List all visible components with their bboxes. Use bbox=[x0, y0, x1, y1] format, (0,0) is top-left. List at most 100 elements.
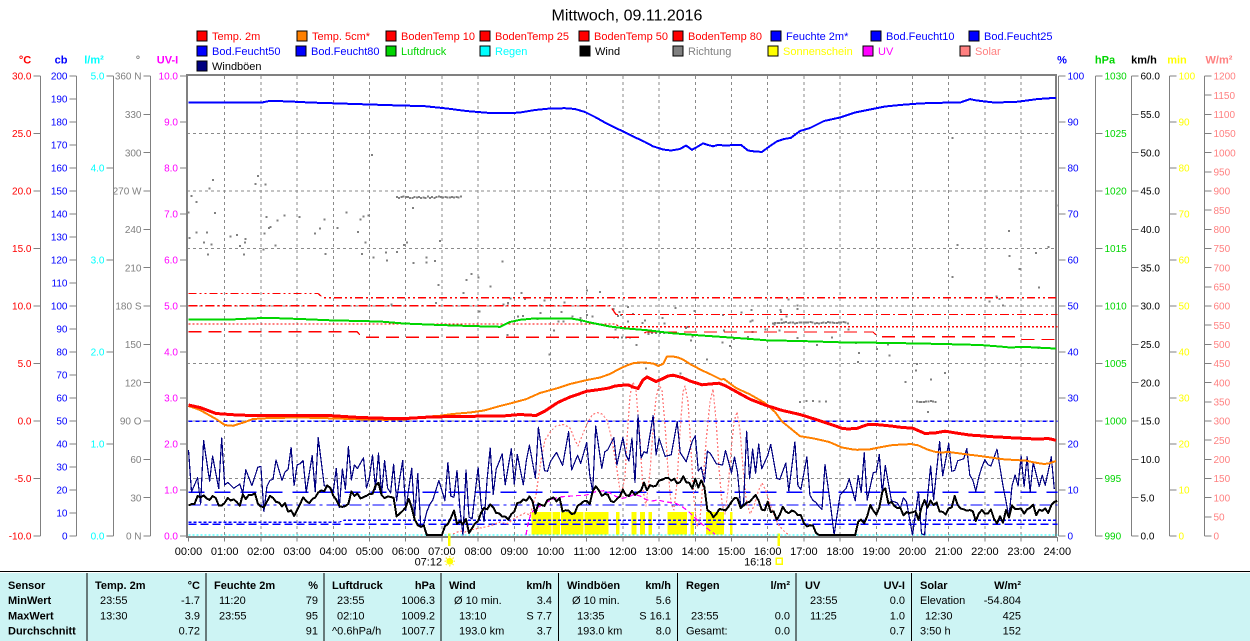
svg-text:100: 100 bbox=[1068, 72, 1085, 83]
svg-text:4.0: 4.0 bbox=[91, 164, 105, 175]
svg-text:cb: cb bbox=[55, 55, 68, 67]
svg-text:70: 70 bbox=[1068, 210, 1080, 221]
svg-text:20.0: 20.0 bbox=[12, 187, 32, 198]
svg-text:50: 50 bbox=[56, 417, 68, 428]
svg-text:l/m²: l/m² bbox=[84, 55, 104, 67]
svg-text:S 16.1: S 16.1 bbox=[639, 610, 671, 622]
svg-text:23:55: 23:55 bbox=[100, 595, 128, 607]
svg-text:00:00: 00:00 bbox=[175, 546, 203, 558]
svg-text:100: 100 bbox=[1214, 493, 1231, 504]
svg-text:°: ° bbox=[136, 55, 140, 67]
svg-text:16:18: 16:18 bbox=[744, 557, 772, 569]
svg-text:30: 30 bbox=[130, 493, 142, 504]
svg-text:Mittwoch, 09.11.2016: Mittwoch, 09.11.2016 bbox=[552, 8, 703, 25]
svg-text:50: 50 bbox=[1068, 302, 1080, 313]
svg-text:0.7: 0.7 bbox=[890, 625, 905, 637]
svg-text:400: 400 bbox=[1214, 378, 1231, 389]
svg-text:300: 300 bbox=[125, 148, 142, 159]
svg-text:°C: °C bbox=[19, 55, 31, 67]
svg-text:07:12: 07:12 bbox=[415, 557, 443, 569]
svg-text:60: 60 bbox=[1179, 256, 1191, 267]
svg-text:60: 60 bbox=[56, 394, 68, 405]
svg-text:0.0: 0.0 bbox=[890, 595, 905, 607]
svg-text:l/m²: l/m² bbox=[770, 580, 790, 592]
svg-text:30: 30 bbox=[1179, 394, 1191, 405]
svg-text:km/h: km/h bbox=[526, 580, 552, 592]
svg-text:1.0: 1.0 bbox=[91, 440, 105, 451]
svg-text:193.0 km: 193.0 km bbox=[459, 625, 504, 637]
svg-text:MaxWert: MaxWert bbox=[8, 610, 54, 622]
svg-text:Feuchte 2m: Feuchte 2m bbox=[214, 580, 275, 592]
svg-text:3:50 h: 3:50 h bbox=[920, 625, 951, 637]
svg-text:100: 100 bbox=[1179, 72, 1196, 83]
svg-text:152: 152 bbox=[1003, 625, 1021, 637]
svg-text:79: 79 bbox=[306, 595, 318, 607]
svg-text:05:00: 05:00 bbox=[356, 546, 384, 558]
svg-text:150: 150 bbox=[125, 340, 142, 351]
svg-text:Sensor: Sensor bbox=[8, 580, 46, 592]
svg-text:Durchschnitt: Durchschnitt bbox=[8, 625, 76, 637]
svg-text:210: 210 bbox=[125, 263, 142, 274]
svg-text:90 O: 90 O bbox=[120, 417, 142, 428]
svg-text:35.0: 35.0 bbox=[1141, 263, 1161, 274]
svg-text:200: 200 bbox=[1214, 455, 1231, 466]
svg-text:40: 40 bbox=[1068, 348, 1080, 359]
svg-text:Bod.Feucht50: Bod.Feucht50 bbox=[212, 46, 281, 58]
svg-text:3.4: 3.4 bbox=[537, 595, 552, 607]
svg-text:50.0: 50.0 bbox=[1141, 148, 1161, 159]
svg-text:Bod.Feucht80: Bod.Feucht80 bbox=[311, 46, 380, 58]
svg-text:Wind: Wind bbox=[595, 46, 620, 58]
svg-text:UV: UV bbox=[878, 46, 894, 58]
svg-text:1000: 1000 bbox=[1214, 148, 1237, 159]
svg-text:08:00: 08:00 bbox=[464, 546, 492, 558]
svg-text:0.0: 0.0 bbox=[1141, 532, 1155, 543]
svg-text:1200: 1200 bbox=[1214, 72, 1237, 83]
svg-text:10.0: 10.0 bbox=[12, 302, 32, 313]
svg-text:Bod.Feucht25: Bod.Feucht25 bbox=[984, 31, 1053, 43]
svg-text:Luftdruck: Luftdruck bbox=[332, 580, 384, 592]
svg-text:100: 100 bbox=[51, 302, 68, 313]
svg-text:W/m²: W/m² bbox=[1206, 55, 1233, 67]
svg-text:0.0: 0.0 bbox=[775, 625, 790, 637]
svg-text:90: 90 bbox=[1068, 118, 1080, 129]
svg-text:90: 90 bbox=[56, 325, 68, 336]
svg-text:Regen: Regen bbox=[495, 46, 527, 58]
svg-text:50: 50 bbox=[1179, 302, 1191, 313]
svg-text:1050: 1050 bbox=[1214, 129, 1237, 140]
svg-text:km/h: km/h bbox=[1131, 55, 1157, 67]
svg-text:23:55: 23:55 bbox=[337, 595, 365, 607]
svg-text:1007.7: 1007.7 bbox=[401, 625, 435, 637]
svg-text:8.0: 8.0 bbox=[164, 164, 178, 175]
svg-text:1020: 1020 bbox=[1105, 187, 1128, 198]
svg-text:850: 850 bbox=[1214, 206, 1231, 217]
svg-text:80: 80 bbox=[1068, 164, 1080, 175]
svg-text:20: 20 bbox=[1179, 440, 1191, 451]
svg-text:10:00: 10:00 bbox=[537, 546, 565, 558]
svg-text:900: 900 bbox=[1214, 187, 1231, 198]
svg-text:995: 995 bbox=[1105, 474, 1122, 485]
svg-text:6.0: 6.0 bbox=[164, 256, 178, 267]
svg-text:-10.0: -10.0 bbox=[9, 532, 32, 543]
svg-text:40: 40 bbox=[56, 440, 68, 451]
svg-text:80: 80 bbox=[1179, 164, 1191, 175]
svg-text:1.0: 1.0 bbox=[164, 486, 178, 497]
svg-text:95: 95 bbox=[306, 610, 318, 622]
svg-text:Richtung: Richtung bbox=[688, 46, 731, 58]
svg-text:650: 650 bbox=[1214, 282, 1231, 293]
svg-text:1100: 1100 bbox=[1214, 110, 1236, 121]
svg-text:BodenTemp 25: BodenTemp 25 bbox=[495, 31, 569, 43]
svg-text:-1.7: -1.7 bbox=[181, 595, 200, 607]
svg-text:5.6: 5.6 bbox=[656, 595, 671, 607]
svg-text:1030: 1030 bbox=[1105, 72, 1128, 83]
svg-text:-5.0: -5.0 bbox=[14, 474, 32, 485]
svg-text:30.0: 30.0 bbox=[1141, 302, 1161, 313]
svg-text:23:55: 23:55 bbox=[219, 610, 247, 622]
svg-text:Regen: Regen bbox=[686, 580, 720, 592]
svg-text:200: 200 bbox=[51, 72, 68, 83]
svg-text:3.9: 3.9 bbox=[185, 610, 200, 622]
svg-text:15:00: 15:00 bbox=[718, 546, 746, 558]
svg-text:Luftdruck: Luftdruck bbox=[401, 46, 447, 58]
svg-text:10.0: 10.0 bbox=[159, 72, 179, 83]
svg-text:500: 500 bbox=[1214, 340, 1231, 351]
svg-text:07:00: 07:00 bbox=[428, 546, 456, 558]
